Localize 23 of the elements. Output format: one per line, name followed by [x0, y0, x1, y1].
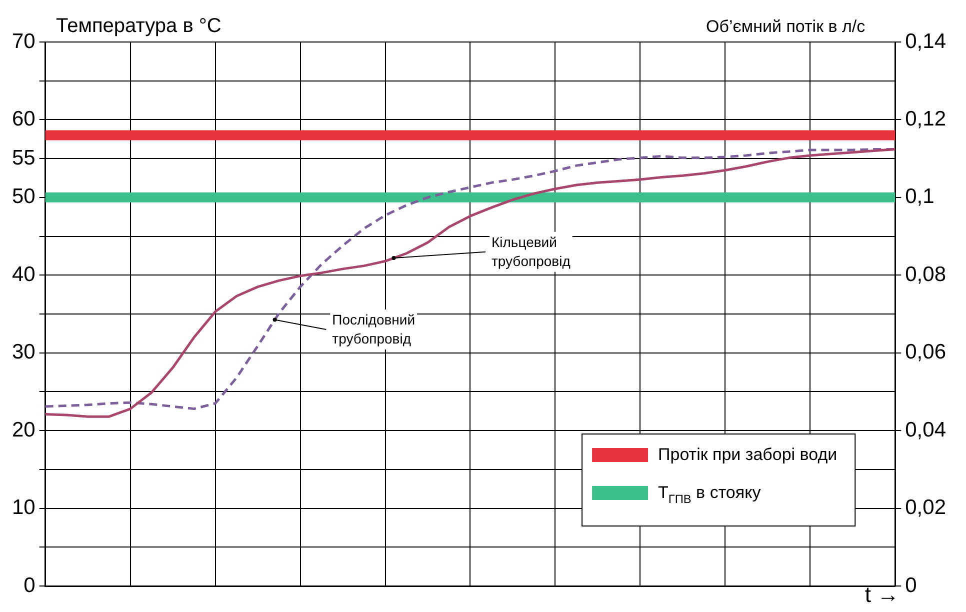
y2-tick-label: 0,06	[905, 340, 946, 364]
y2-tick-label: 0,02	[905, 496, 946, 520]
y2-tick-label: 0,1	[905, 185, 934, 208]
y-tick-label: 70	[12, 30, 36, 53]
text: Послідовний трубопровід	[332, 312, 416, 347]
y-tick-label: 60	[12, 108, 36, 131]
y2-tick-label: 0,14	[905, 30, 946, 53]
y2-tick-label: 0	[905, 574, 917, 597]
y2-tick-label: 0,04	[905, 418, 946, 442]
y-tick-label: 50	[12, 185, 36, 208]
series-label: Кільцевий трубопровід	[491, 234, 570, 269]
y-tick-label: 30	[12, 340, 36, 364]
y2-axis-title: Об’ємний потік в л/с	[706, 17, 866, 36]
y-tick-label: 10	[12, 496, 36, 520]
legend-label: Протік при заборі води	[658, 445, 838, 464]
y2-tick-label: 0,08	[905, 262, 946, 286]
y-tick-label: 55	[12, 146, 36, 170]
y-tick-label: 20	[12, 418, 36, 442]
y-tick-label: 0	[24, 574, 36, 597]
y-axis-title: Температура в °C	[56, 15, 222, 37]
x-axis-title: t →	[864, 582, 900, 607]
y-tick-label: 40	[12, 262, 36, 286]
y2-tick-label: 0,12	[905, 108, 946, 131]
